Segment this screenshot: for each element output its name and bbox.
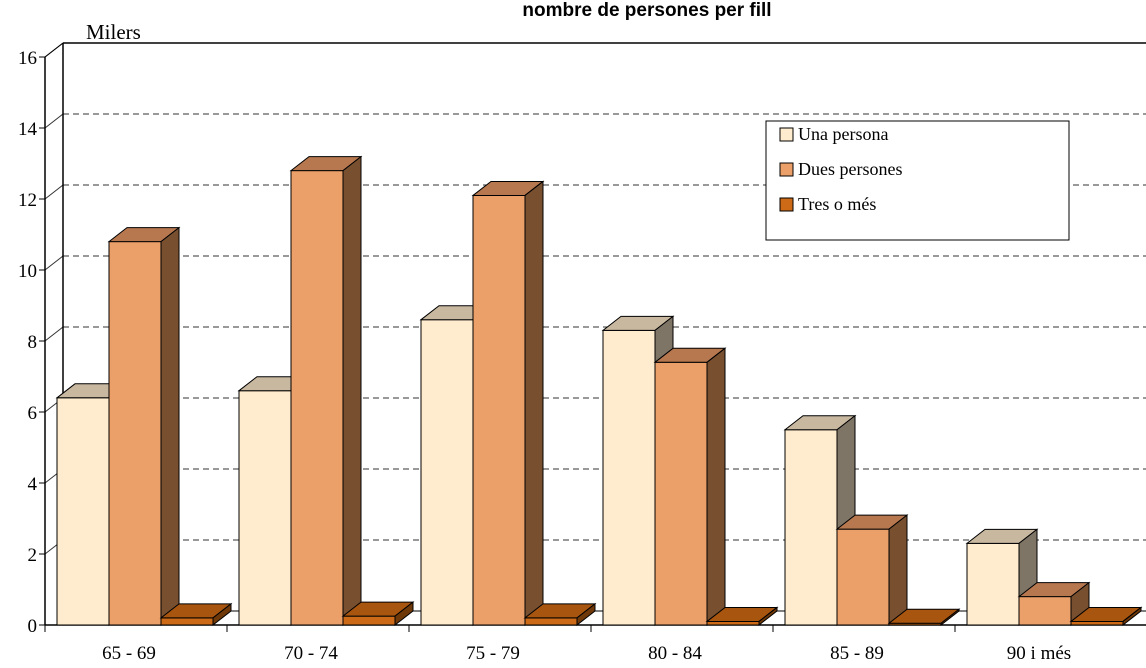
x-tick-label: 70 - 74 [284,643,338,664]
legend-swatch [779,127,794,142]
gridline-connector [44,113,64,129]
gridline-connector [44,255,64,271]
x-axis-ticks: 65 - 69 70 - 74 75 - 79 80 - 84 85 - 89 90 i … [44,625,1071,664]
x-tick-label: 80 - 84 [648,643,702,664]
chart-title: nombre de persones per fill [522,0,771,21]
bar [471,180,545,627]
legend-label: Tres o més [798,194,876,214]
bar [159,602,233,627]
legend-label: Una persona [798,124,888,144]
bar [653,347,727,627]
y-tick-label: 4 [28,474,38,495]
back-wall-top-connector [44,42,64,58]
x-tick-label: 90 i més [1007,643,1071,664]
x-tick-label: 75 - 79 [466,643,520,664]
y-tick-label: 2 [28,545,38,566]
y-tick-label: 12 [18,190,37,211]
bar [523,602,597,627]
bar [289,155,363,627]
legend: Una persona Dues persones Tres o més [765,120,1070,241]
bar [1017,581,1091,627]
bar [1069,606,1143,627]
y-tick-label: 0 [28,616,38,637]
bar [107,226,181,627]
gridline-connector [44,184,64,200]
legend-swatch [779,197,794,212]
bar [887,608,961,627]
bar [835,514,909,627]
bar [705,606,779,627]
x-tick-label: 65 - 69 [102,643,156,664]
y-axis-unit-label: Milers [86,20,141,44]
y-tick-label: 8 [28,332,38,353]
y-tick-label: 16 [18,48,37,69]
legend-label: Dues persones [798,159,902,179]
y-tick-label: 10 [18,261,37,282]
gridlines [44,42,1146,555]
y-tick-label: 6 [28,403,38,424]
bar [341,601,415,627]
gridline-connector [44,326,64,342]
y-tick-label: 14 [18,119,38,140]
x-tick-label: 85 - 89 [830,643,884,664]
legend-box [765,120,1070,241]
y-axis-ticks: 0 2 4 6 8 10 12 14 16 [18,48,45,637]
legend-swatch [779,162,794,177]
bars [55,155,1143,627]
